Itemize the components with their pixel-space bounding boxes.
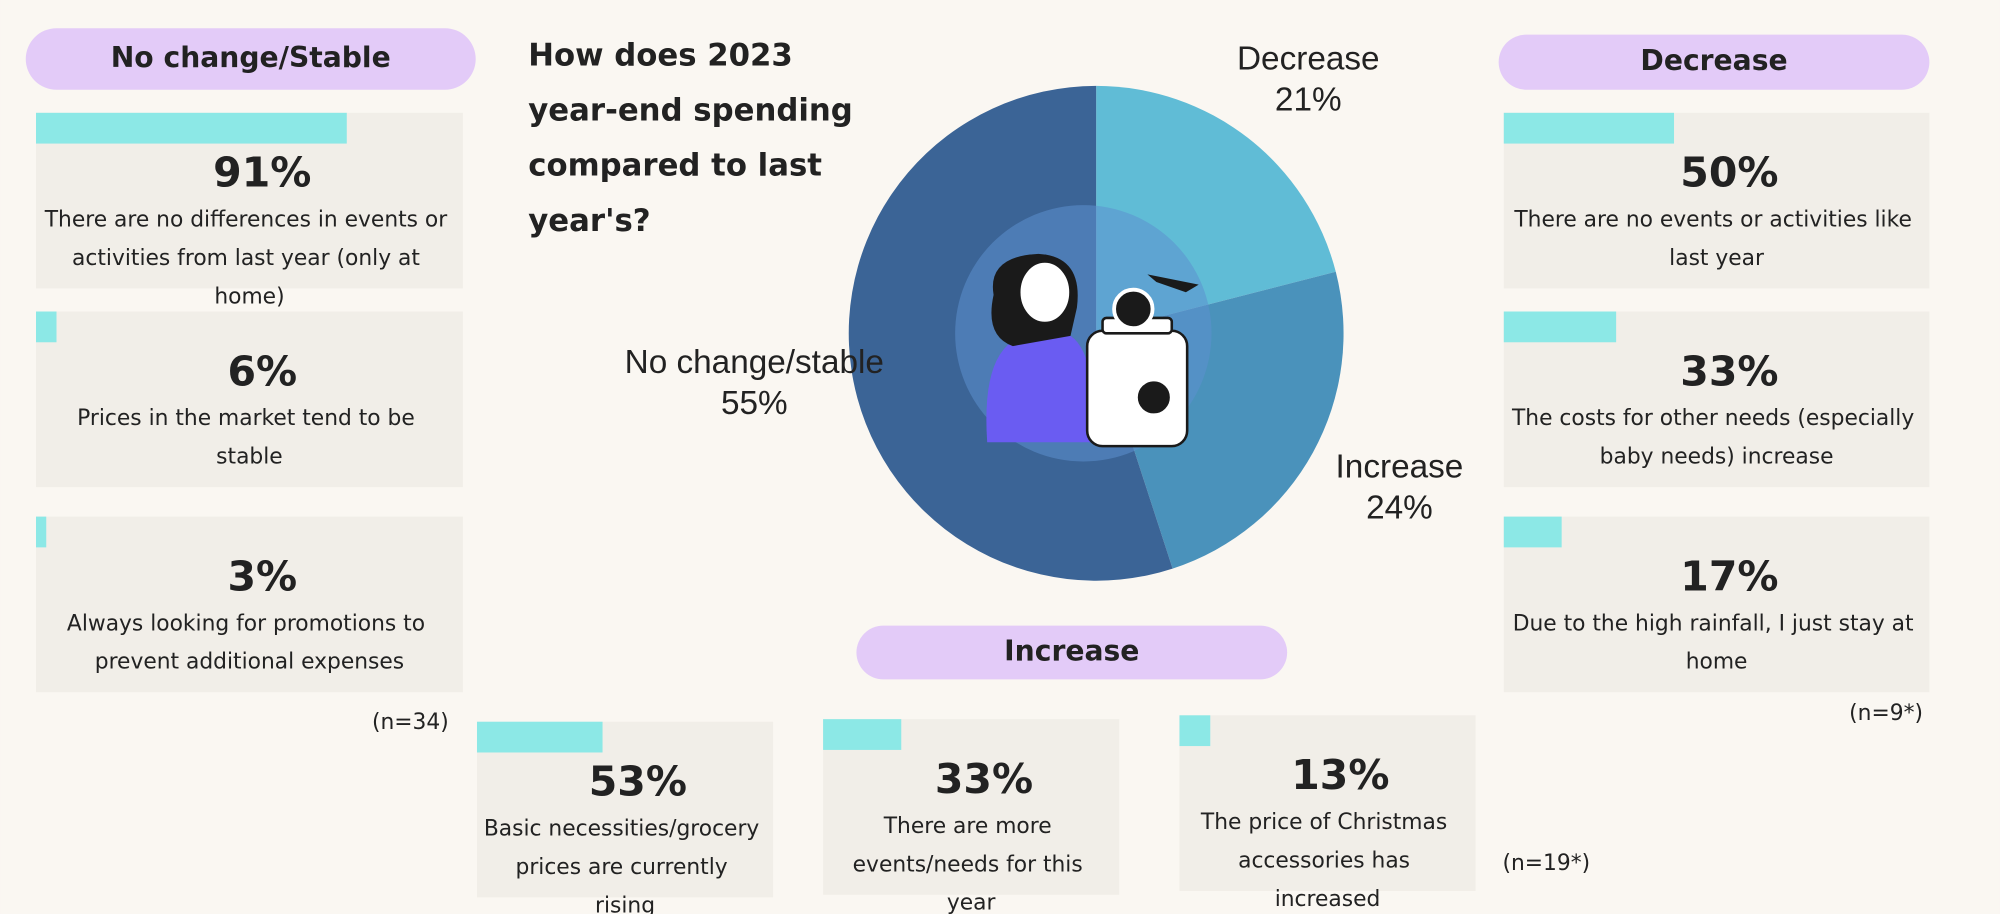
bar bbox=[823, 719, 902, 750]
reason: Due to the high rainfall, I just stay at… bbox=[1513, 611, 1921, 674]
panel-title: No change/Stable bbox=[111, 41, 391, 74]
face bbox=[1017, 260, 1072, 325]
slice-value: 21% bbox=[1275, 82, 1342, 119]
sample-note: (n=9*) bbox=[1849, 701, 1923, 726]
illustration bbox=[955, 205, 1212, 462]
bar bbox=[476, 721, 603, 753]
panel-header bbox=[25, 28, 476, 90]
plane bbox=[1147, 274, 1199, 293]
panel-header bbox=[856, 625, 1288, 680]
panel-title: Decrease bbox=[1640, 44, 1787, 77]
slice-label: No change/stable bbox=[625, 344, 884, 381]
slice-label: Decrease bbox=[1237, 41, 1380, 78]
body bbox=[986, 335, 1097, 443]
reason: Always looking for promotions to prevent… bbox=[67, 611, 432, 674]
coin bbox=[1133, 377, 1174, 418]
panel-title: Increase bbox=[1004, 634, 1139, 667]
chart-title: How does 2023 year-end spending compared… bbox=[528, 37, 863, 238]
bar bbox=[36, 516, 47, 548]
reason: Prices in the market tend to be stable bbox=[77, 406, 422, 469]
value-label: 13% bbox=[1291, 751, 1389, 799]
reason: The price of Christmas accessories has i… bbox=[1200, 810, 1454, 912]
reason: Basic necessities/grocery prices are cur… bbox=[484, 816, 766, 914]
reason: There are no differences in events or ac… bbox=[44, 207, 454, 309]
slice-value: 24% bbox=[1366, 489, 1433, 526]
reason: The costs for other needs (especially ba… bbox=[1511, 406, 1921, 469]
value-label: 17% bbox=[1680, 552, 1778, 600]
value-label: 6% bbox=[227, 347, 297, 395]
coin bbox=[1112, 287, 1155, 331]
bar bbox=[36, 112, 347, 144]
reason: There are more events/needs for this yea… bbox=[853, 814, 1090, 914]
bar bbox=[36, 311, 57, 343]
card bbox=[1179, 715, 1476, 891]
bar bbox=[1179, 715, 1211, 747]
sample-note: (n=34) bbox=[372, 710, 449, 735]
slice-label: Increase bbox=[1336, 448, 1464, 485]
reason: There are no events or activities like l… bbox=[1513, 207, 1918, 270]
value-label: 33% bbox=[1680, 347, 1778, 395]
value-label: 33% bbox=[935, 755, 1033, 803]
value-label: 50% bbox=[1680, 149, 1778, 197]
card bbox=[36, 311, 463, 488]
value-label: 3% bbox=[227, 552, 297, 600]
card bbox=[1503, 516, 1930, 693]
panel-header bbox=[1498, 34, 1930, 90]
bar bbox=[1503, 311, 1617, 343]
value-label: 53% bbox=[589, 758, 687, 806]
sample-note: (n=19*) bbox=[1503, 851, 1591, 876]
bar bbox=[1503, 516, 1562, 548]
value-label: 91% bbox=[213, 149, 311, 197]
bar bbox=[1503, 112, 1675, 144]
panels: No change/Stable 91% There are no differen… bbox=[25, 28, 1930, 914]
card bbox=[36, 516, 463, 693]
slice-value: 55% bbox=[721, 385, 788, 422]
